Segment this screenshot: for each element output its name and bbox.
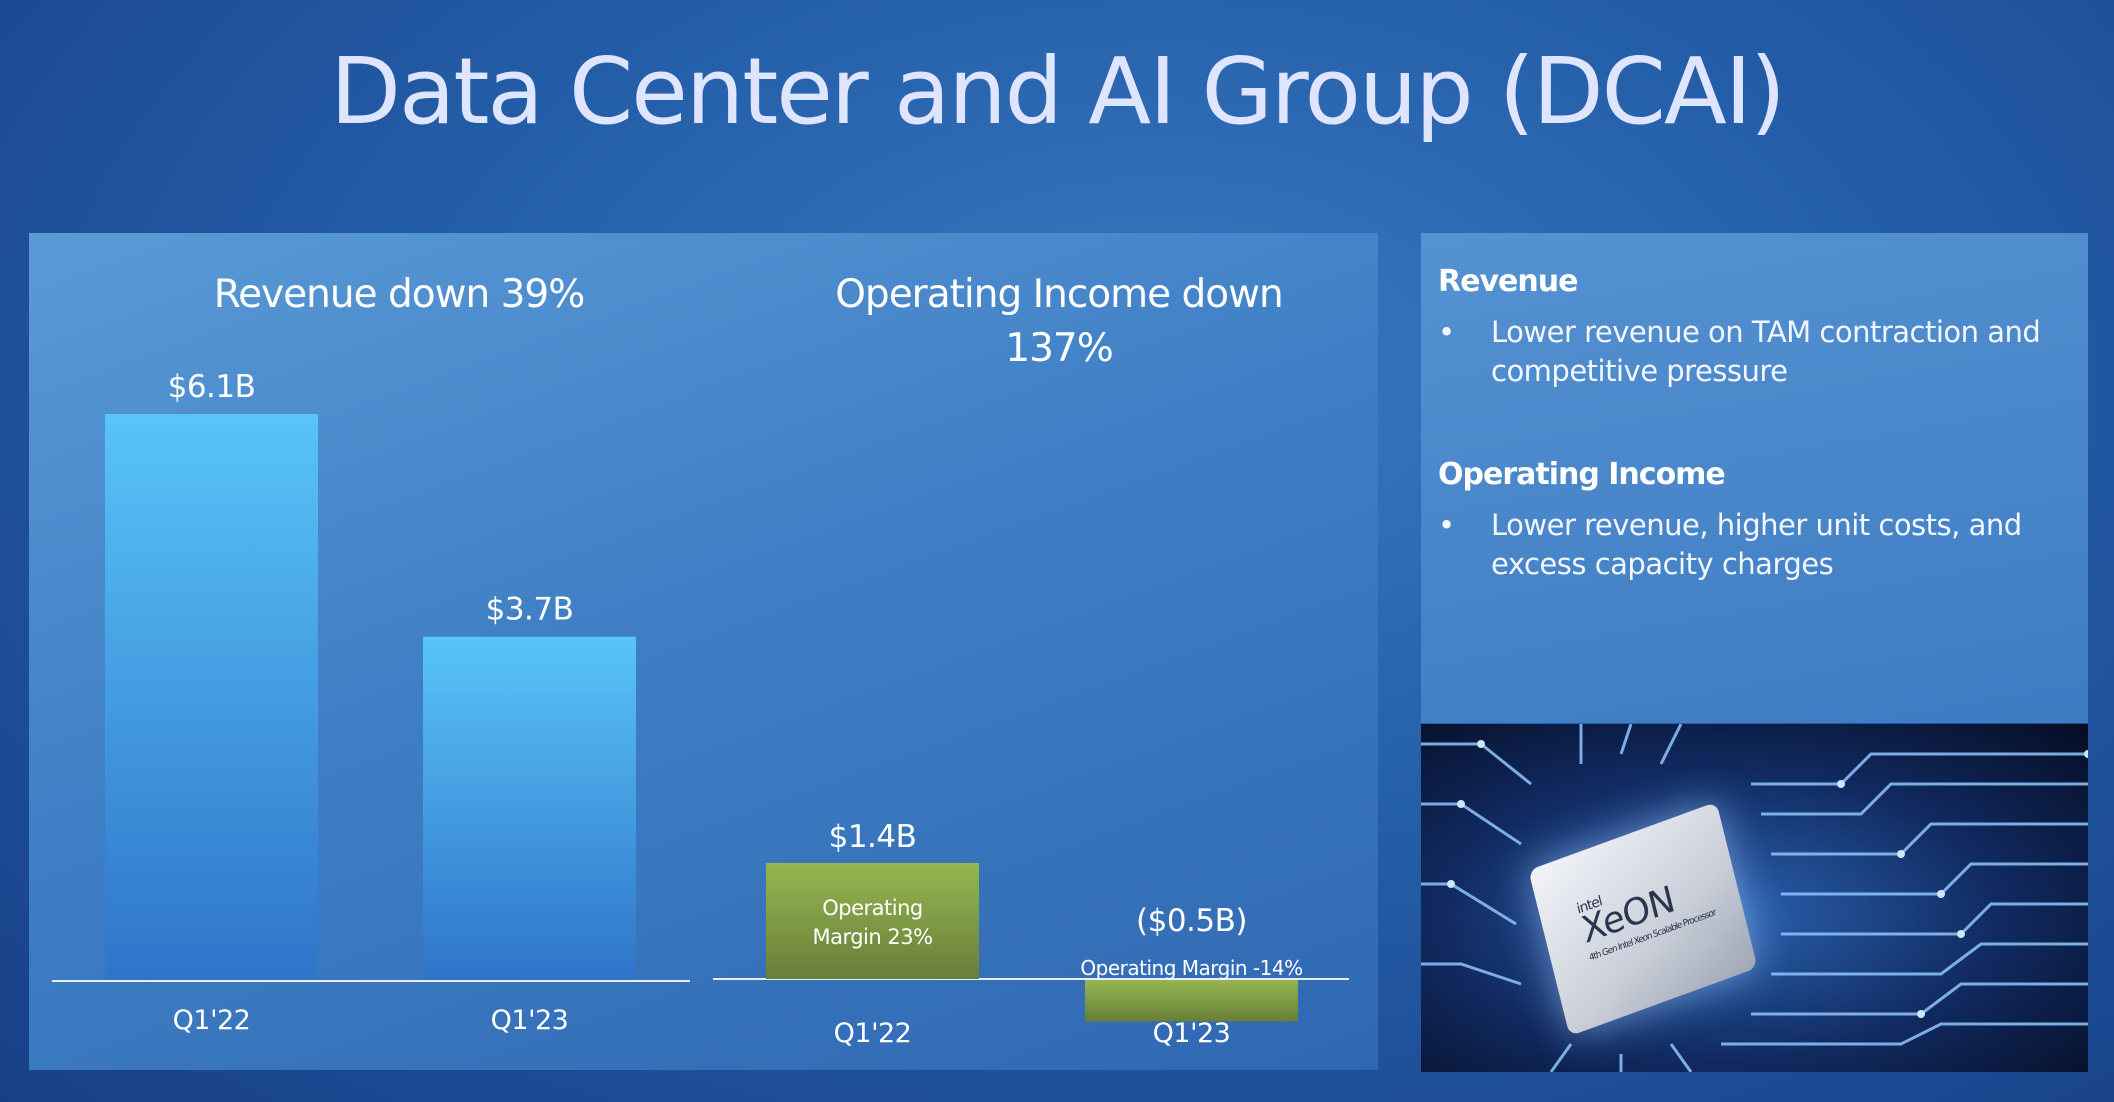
revenue-category-label-0: Q1'22 bbox=[173, 1005, 251, 1036]
operating-margin-label-0-line1: Operating bbox=[822, 896, 923, 920]
charts-svg: $6.1B Q1'22 $3.7B Q1'23 Q1'22 Q1'23 $1.4B Opera… bbox=[52, 369, 1349, 1049]
operating-income-heading: Operating Income bbox=[1438, 457, 1726, 492]
revenue-bullet-text: Lower revenue on TAM contraction and com… bbox=[1491, 315, 2041, 388]
revenue-bar-0 bbox=[105, 414, 318, 980]
info-panel: Revenue • Lower revenue on TAM contracti… bbox=[1421, 233, 2088, 723]
circuit-traces-graphic bbox=[1421, 724, 2088, 1072]
bullet-dot: • bbox=[1438, 315, 1455, 349]
page-title: Data Center and AI Group (DCAI) bbox=[330, 38, 1786, 145]
operating-income-bar-0 bbox=[766, 863, 979, 979]
revenue-value-label-1: $3.7B bbox=[486, 592, 574, 628]
operating-margin-label-1: Operating Margin -14% bbox=[1080, 956, 1302, 980]
revenue-bullet: • Lower revenue on TAM contraction and c… bbox=[1438, 313, 2058, 391]
bullet-dot: • bbox=[1438, 508, 1455, 542]
xeon-logo: intel XeON 4th Gen Intel Xeon Scalable P… bbox=[1575, 856, 1716, 964]
revenue-chart-title: Revenue down 39% bbox=[213, 272, 586, 317]
operating-income-bar-1 bbox=[1085, 980, 1298, 1022]
revenue-bar-1 bbox=[423, 636, 636, 980]
operating-income-chart-title: Operating Income down 137% bbox=[835, 272, 1284, 371]
operating-income-bullet-text: Lower revenue, higher unit costs, and ex… bbox=[1491, 508, 2022, 581]
operating-income-bullet: • Lower revenue, higher unit costs, and … bbox=[1438, 506, 2058, 584]
operating-income-value-label-0: $1.4B bbox=[829, 819, 917, 855]
operating-margin-label-0-line2: Margin 23% bbox=[812, 925, 932, 949]
revenue-category-label-1: Q1'23 bbox=[491, 1005, 569, 1036]
revenue-heading: Revenue bbox=[1438, 264, 1578, 299]
revenue-value-label-0: $6.1B bbox=[168, 369, 256, 405]
operating-income-category-label-1: Q1'23 bbox=[1153, 1018, 1231, 1049]
xeon-processor-image: intel XeON 4th Gen Intel Xeon Scalable P… bbox=[1421, 724, 2088, 1072]
operating-income-value-label-1: ($0.5B) bbox=[1136, 903, 1247, 939]
operating-income-category-label-0: Q1'22 bbox=[834, 1018, 912, 1049]
